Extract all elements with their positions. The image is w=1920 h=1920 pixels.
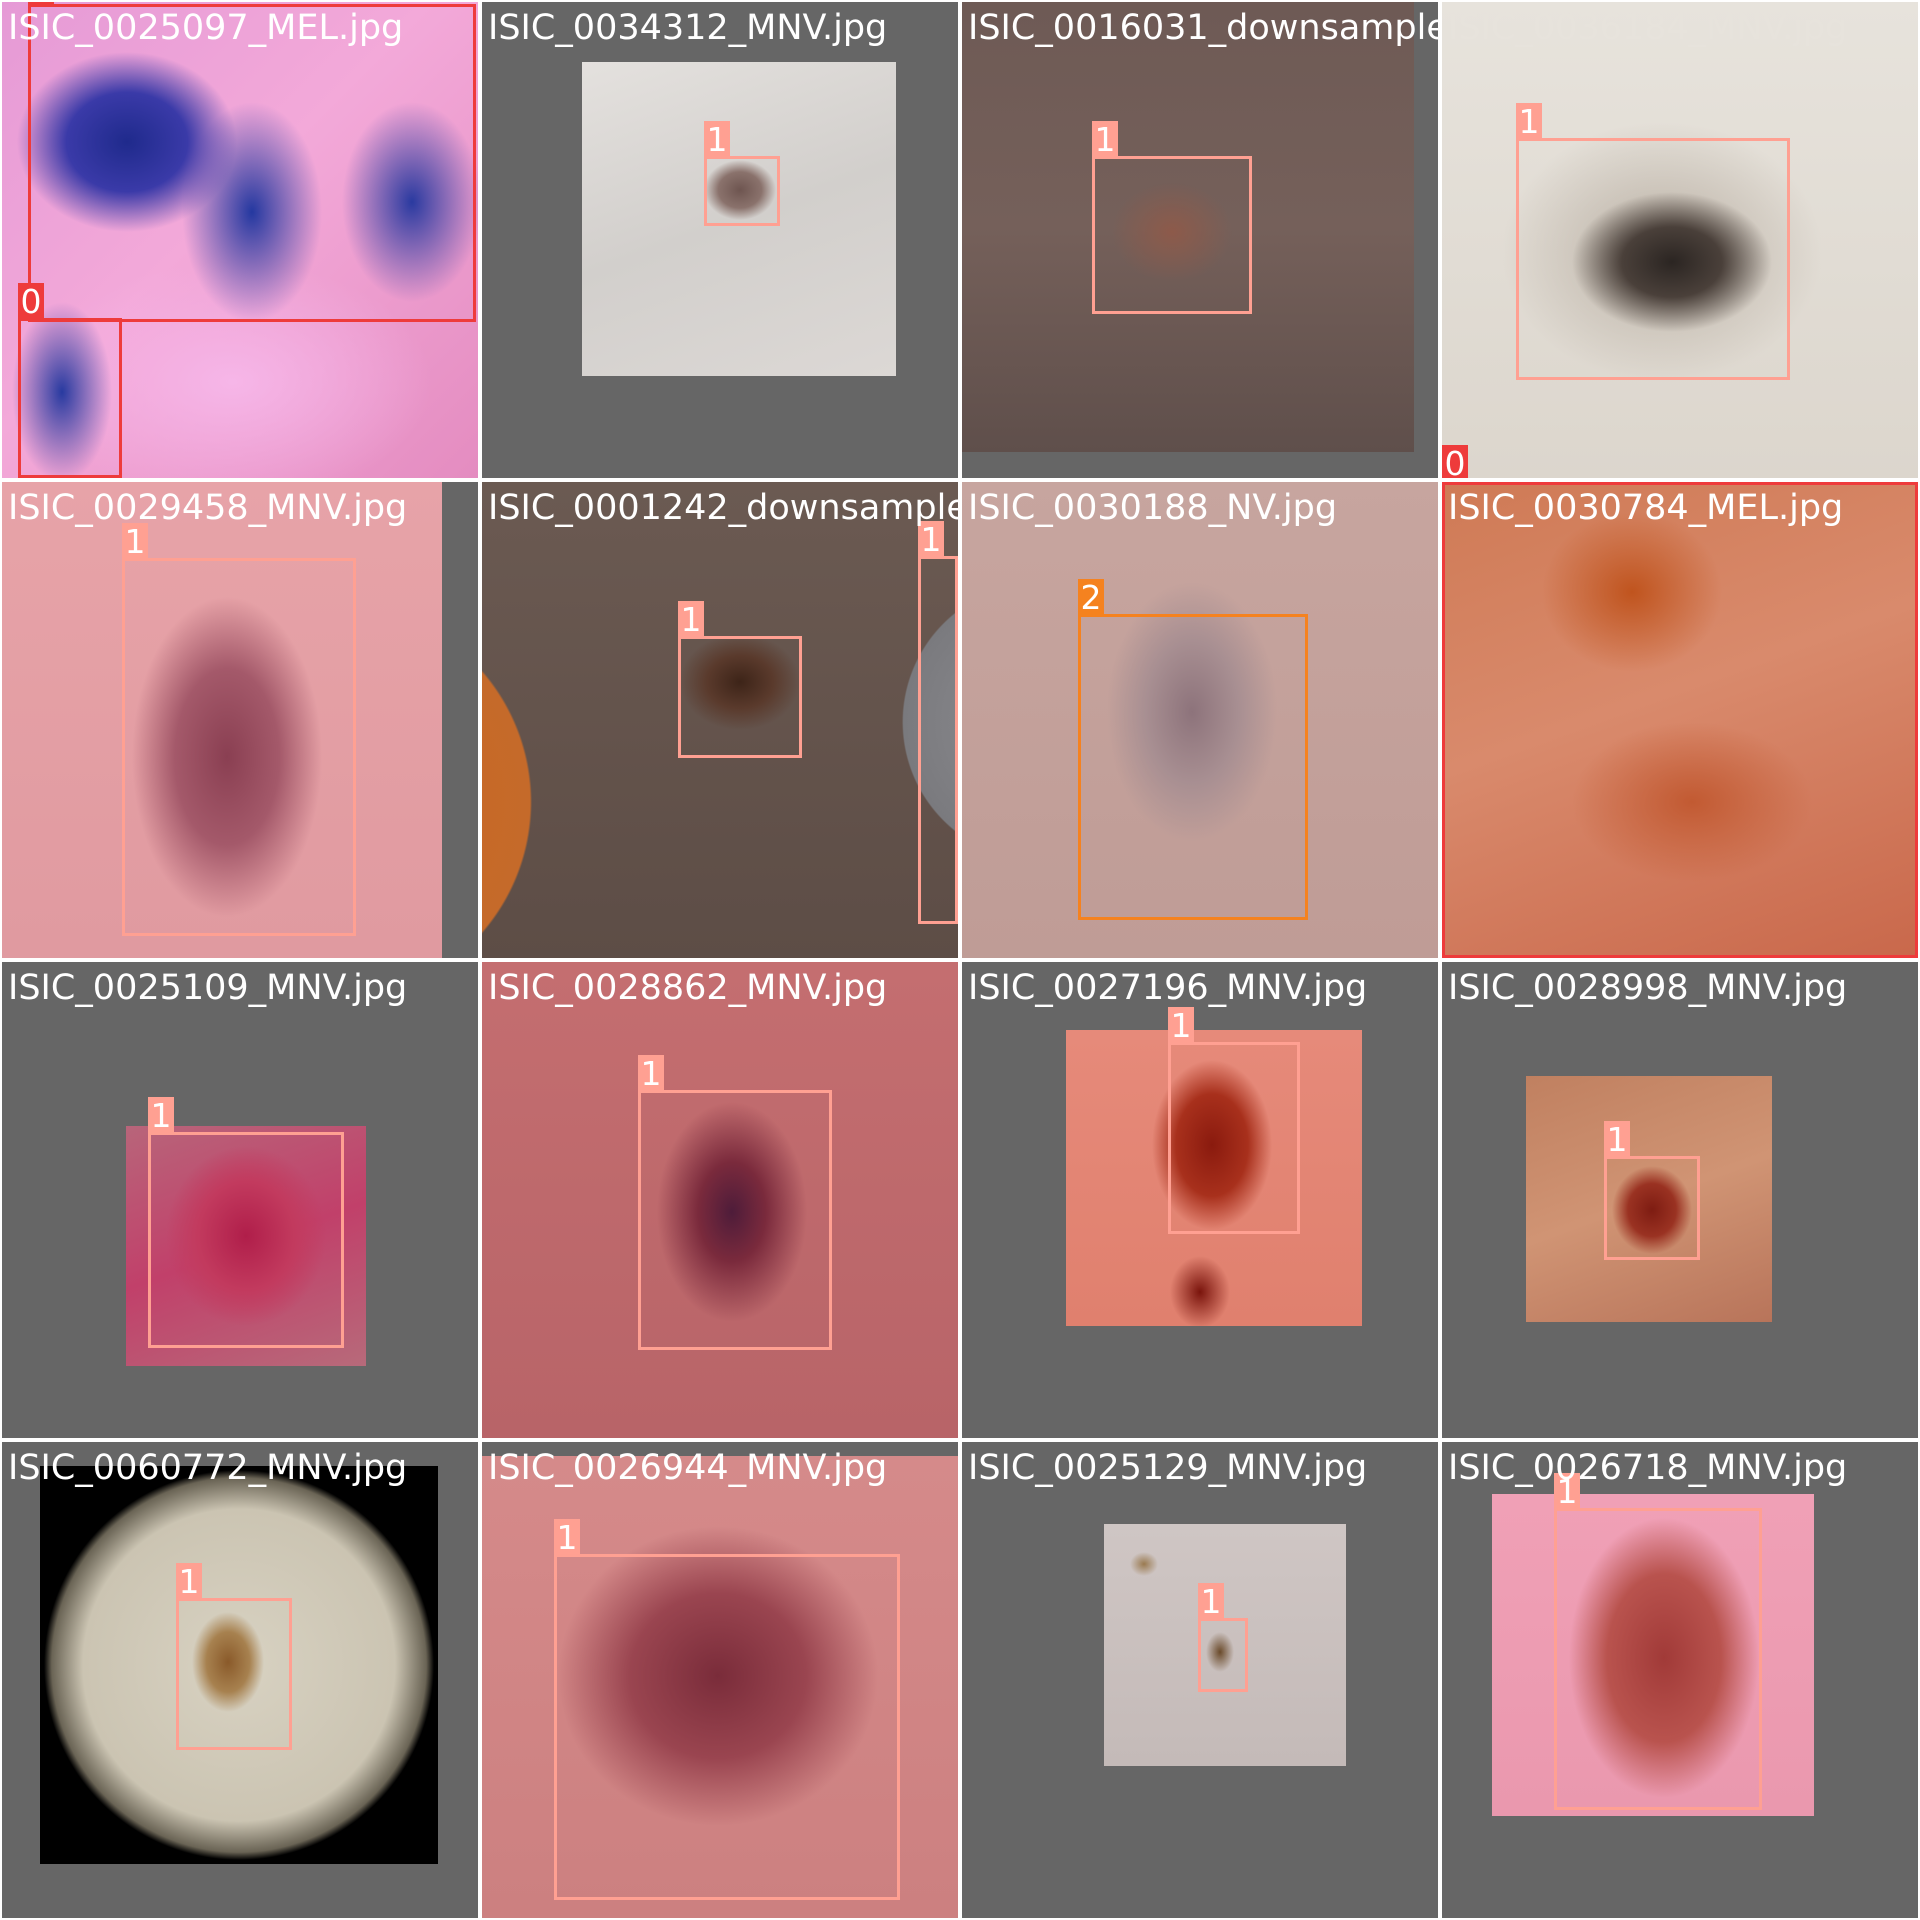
grid-tile: ISIC_0001242_downsampled.jpg 1 1 xyxy=(482,482,958,958)
tile-filename: ISIC_0060772_MNV.jpg xyxy=(8,1448,408,1488)
box-class-label: 1 xyxy=(704,121,730,159)
box-class-label: 1 xyxy=(1604,1121,1630,1159)
box-class-label: 0 xyxy=(1442,482,1468,485)
bounding-box: 1 xyxy=(1604,1121,1700,1260)
tile-filename: ISIC_0027196_MNV.jpg xyxy=(968,968,1368,1008)
tile-filename: ISIC_0030188_NV.jpg xyxy=(968,488,1338,528)
bounding-box: 1 xyxy=(122,523,356,936)
bounding-box: 1 xyxy=(1092,121,1252,314)
dermoscopy-photo xyxy=(40,1466,438,1864)
dermoscopy-photo xyxy=(1442,2,1918,478)
grid-tile: ISIC_0030784_MEL.jpg 0 xyxy=(1442,482,1918,958)
bounding-box: 1 xyxy=(1554,1473,1762,1810)
bounding-box: 1 xyxy=(148,1097,344,1348)
box-class-label: 1 xyxy=(122,523,148,561)
dermoscopy-photo xyxy=(1442,482,1918,958)
box-class-label: 1 xyxy=(918,521,944,559)
dermoscopy-photo xyxy=(582,62,896,376)
grid-tile: ISIC_0029458_MNV.jpg 1 xyxy=(2,482,478,958)
bounding-box: 2 xyxy=(1078,579,1308,920)
bounding-box: 1 xyxy=(918,521,958,924)
grid-tile: ISIC_0025109_MNV.jpg 1 xyxy=(2,962,478,1438)
tile-filename: ISIC_0036184_MNV.jpg xyxy=(1448,8,1848,48)
dermoscopy-photo xyxy=(1104,1524,1346,1766)
bounding-box: 1 xyxy=(704,121,780,226)
tile-filename: ISIC_0025097_MEL.jpg xyxy=(8,8,404,48)
grid-tile: ISIC_0034312_MNV.jpg 1 xyxy=(482,2,958,478)
bounding-box: 1 xyxy=(638,1055,832,1350)
dermoscopy-photo xyxy=(482,962,958,1438)
grid-tile: ISIC_0025097_MEL.jpg 0 0 xyxy=(2,2,478,478)
box-class-label: 1 xyxy=(176,1563,202,1601)
grid-tile: ISIC_0036184_MNV.jpg 1 0 xyxy=(1442,2,1918,478)
bounding-box: 1 xyxy=(176,1563,292,1750)
grid-tile: ISIC_0028862_MNV.jpg 1 xyxy=(482,962,958,1438)
box-class-label: 0 xyxy=(18,283,44,321)
bounding-box: 1 xyxy=(1168,1007,1300,1234)
box-class-label: 0 xyxy=(28,2,54,7)
grid-tile: ISIC_0016031_downsampled.jpg 1 xyxy=(962,2,1438,478)
tile-filename: ISIC_0034312_MNV.jpg xyxy=(488,8,888,48)
bounding-box: 0 xyxy=(28,2,476,322)
tile-filename: ISIC_0016031_downsampled.jpg xyxy=(968,8,1438,48)
box-class-label: 1 xyxy=(148,1097,174,1135)
grid-tile: ISIC_0060772_MNV.jpg 1 xyxy=(2,1442,478,1918)
grid-tile: ISIC_0026944_MNV.jpg 1 xyxy=(482,1442,958,1918)
bounding-box: 0 xyxy=(1442,482,1918,958)
box-class-label: 1 xyxy=(1554,1473,1580,1511)
dermoscopy-photo xyxy=(2,482,442,958)
tile-filename: ISIC_0029458_MNV.jpg xyxy=(8,488,408,528)
box-class-label: 1 xyxy=(1516,103,1542,141)
bounding-box: 1 xyxy=(678,601,802,758)
dermoscopy-photo xyxy=(962,2,1414,452)
tile-filename: ISIC_0001242_downsampled.jpg xyxy=(488,488,958,528)
grid-tile: ISIC_0030188_NV.jpg 2 xyxy=(962,482,1438,958)
tile-filename: ISIC_0026718_MNV.jpg xyxy=(1448,1448,1848,1488)
box-class-label: 1 xyxy=(678,601,704,639)
box-class-label: 2 xyxy=(1078,579,1104,617)
tile-filename: ISIC_0026944_MNV.jpg xyxy=(488,1448,888,1488)
dermoscopy-photo xyxy=(962,482,1438,958)
box-class-label: 1 xyxy=(1092,121,1118,159)
grid-tile: ISIC_0027196_MNV.jpg 1 xyxy=(962,962,1438,1438)
tile-filename: ISIC_0028862_MNV.jpg xyxy=(488,968,888,1008)
box-class-label: 1 xyxy=(554,1519,580,1557)
grid-tile: ISIC_0028998_MNV.jpg 1 xyxy=(1442,962,1918,1438)
bounding-box: 1 xyxy=(1198,1583,1248,1692)
tile-filename: ISIC_0025109_MNV.jpg xyxy=(8,968,408,1008)
grid-tile: ISIC_0025129_MNV.jpg 1 xyxy=(962,1442,1438,1918)
box-class-label: 1 xyxy=(1198,1583,1224,1621)
bounding-box: 1 xyxy=(554,1519,900,1900)
box-class-label: 1 xyxy=(638,1055,664,1093)
bounding-box: 0 xyxy=(18,283,122,478)
dermoscopy-photo xyxy=(2,2,478,478)
tile-filename: ISIC_0030784_MEL.jpg xyxy=(1448,488,1844,528)
box-class-label: 1 xyxy=(1168,1007,1194,1045)
bounding-box: 1 xyxy=(1516,103,1790,380)
dermoscopy-photo xyxy=(482,482,958,958)
tile-filename: ISIC_0025129_MNV.jpg xyxy=(968,1448,1368,1488)
dermoscopy-photo xyxy=(126,1126,366,1366)
dermoscopy-photo xyxy=(1526,1076,1772,1322)
box-class-label: 0 xyxy=(1442,445,1468,478)
tile-filename: ISIC_0028998_MNV.jpg xyxy=(1448,968,1848,1008)
dermoscopy-photo xyxy=(1066,1030,1362,1326)
grid-tile: ISIC_0026718_MNV.jpg 1 xyxy=(1442,1442,1918,1918)
